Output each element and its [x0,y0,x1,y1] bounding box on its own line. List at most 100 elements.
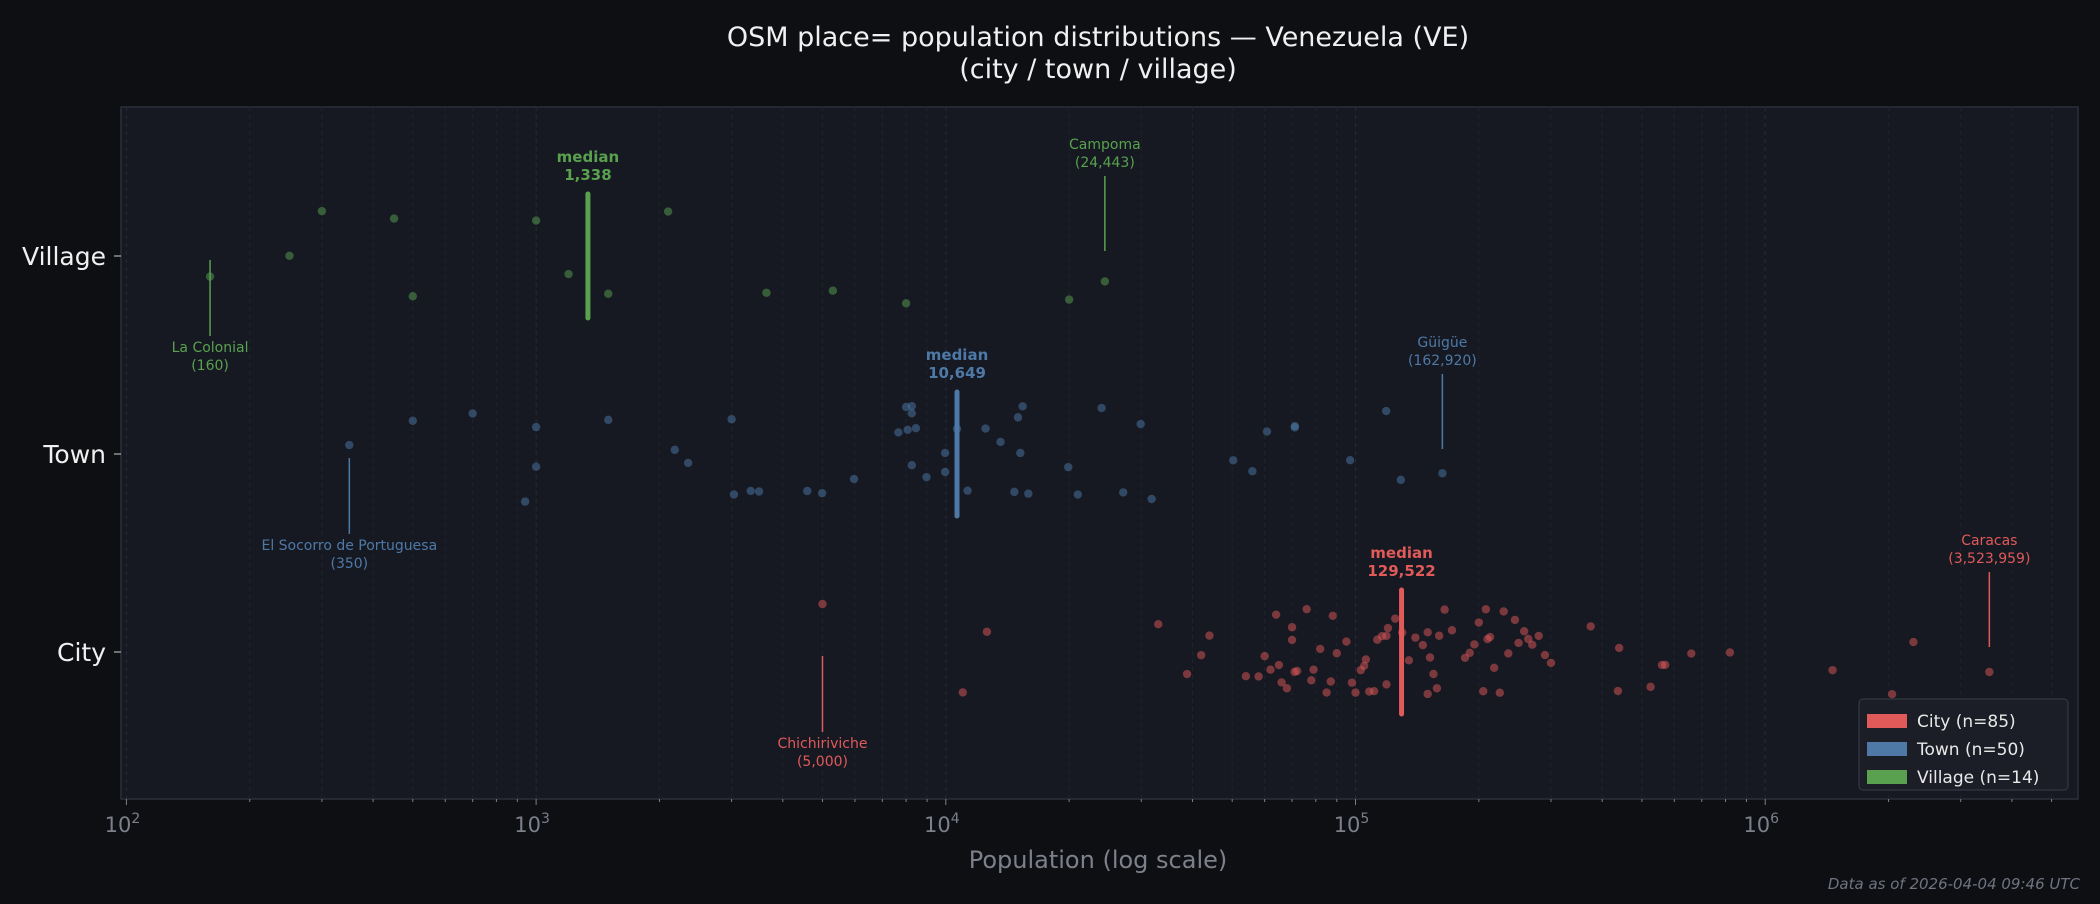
annotation-name: Campoma [1069,137,1141,153]
city-point [1440,605,1449,614]
city-point [1307,676,1316,685]
town-point [754,487,764,496]
city-point [1828,665,1837,675]
town-point [922,472,931,482]
city-point [1423,689,1432,699]
town-point [817,488,827,498]
legend-label-town: Town (n=50) [1916,740,2025,760]
town-point [996,437,1005,447]
city-point [1391,614,1400,623]
town-point [907,409,917,418]
town-point [1010,487,1019,497]
town-point [1018,402,1027,411]
city-point [1528,640,1537,649]
chart-title: OSM place= population distributions — Ve… [727,22,1469,53]
annotation-value: (3,523,959) [1948,551,2030,567]
city-point [1985,667,1994,677]
x-tick-label: 104 [924,811,960,837]
median-label: median [926,346,988,364]
town-point [1024,489,1033,498]
village-point [604,289,613,298]
median-value: 1,338 [564,166,611,184]
town-point [1016,448,1025,458]
median-label: median [557,148,619,166]
town-point [907,401,917,411]
town-point [729,490,739,499]
town-point [903,425,912,435]
city-point [1481,605,1491,614]
city-point [1382,631,1391,641]
town-point [468,409,477,418]
town-point [1073,490,1083,499]
city-point [1510,615,1520,625]
town-point [408,416,417,425]
legend-label-city: City (n=85) [1917,712,2016,732]
town-point [683,458,693,468]
town-point [1119,488,1128,497]
legend-box [1858,698,2069,791]
annotation-value: (24,443) [1075,155,1135,171]
city-point [1254,672,1263,681]
chart-subtitle: (city / town / village) [959,54,1237,85]
city-point [1271,610,1281,619]
city-point [1266,665,1275,674]
town-point [1147,494,1156,504]
city-point [1474,618,1484,627]
city-point [1887,689,1897,699]
city-point [1423,628,1432,637]
village-point [408,292,417,301]
x-tick-label: 105 [1334,811,1370,837]
city-point [1646,682,1655,692]
city-point [1495,688,1505,697]
legend-label-village: Village (n=14) [1917,768,2039,788]
legend-swatch-city [1867,714,1907,728]
city-point [1309,665,1318,674]
town-point [604,415,613,425]
median-value: 10,649 [928,364,986,382]
town-point [1064,462,1073,472]
city-point [1434,631,1444,640]
median-label: median [1370,544,1432,562]
city-point [1432,684,1442,693]
city-point [1287,623,1297,632]
city-point [958,688,967,697]
city-point [1499,607,1508,616]
village-point [762,288,771,297]
x-tick-label: 102 [105,811,141,837]
city-point [1260,651,1269,661]
village-point [901,299,911,308]
annotation-value: (160) [191,358,229,374]
village-point [1064,295,1074,304]
town-point [345,440,354,450]
city-point [1182,669,1192,679]
town-point [1097,403,1106,413]
city-point [1326,677,1335,686]
legend-swatch-town [1867,742,1907,756]
city-point [1287,635,1297,645]
city-point [1540,650,1550,660]
city-point [1470,640,1479,649]
city-point [1519,627,1529,636]
city-point [1332,649,1341,658]
city-point [1485,632,1495,642]
city-point [1277,678,1286,687]
city-point [1546,658,1556,668]
city-point [1479,687,1488,696]
city-point [1447,626,1457,635]
village-point [285,251,294,261]
city-point [1316,644,1325,654]
town-point [940,467,950,477]
city-point [1292,666,1302,676]
town-point [531,462,541,471]
y-tick-label-city: City [57,638,106,667]
village-point [389,214,399,223]
town-point [981,424,990,433]
city-point [982,627,992,636]
city-point [1322,688,1331,697]
x-axis-label: Population (log scale) [969,846,1228,874]
town-point [907,461,917,470]
city-point [1909,637,1918,647]
town-point [1438,469,1447,478]
annotation-name: El Socorro de Portuguesa [261,538,437,554]
